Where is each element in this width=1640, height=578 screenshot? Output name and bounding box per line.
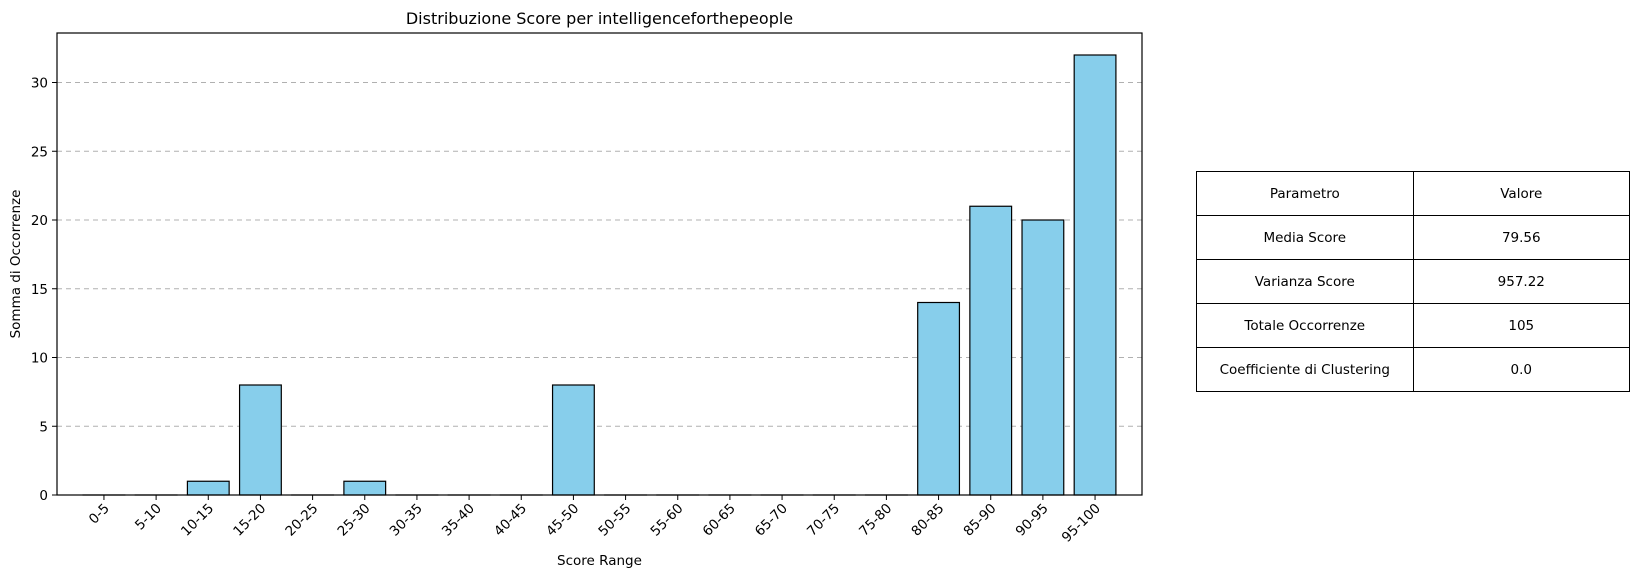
y-axis: 0 5 10 15 20 25 30 <box>31 76 57 504</box>
plot-frame <box>56 32 1143 496</box>
param-name: Coefficiente di Clustering <box>1196 347 1414 392</box>
param-value: 105 <box>1412 303 1631 348</box>
x-axis-label: Score Range <box>557 553 642 569</box>
param-name: Totale Occorrenze <box>1196 303 1414 348</box>
x-tick-label: 15-20 <box>230 501 269 540</box>
header-valore: Valore <box>1412 171 1631 216</box>
y-tick-label: 15 <box>31 282 48 298</box>
param-name: Varianza Score <box>1196 259 1414 304</box>
bar <box>969 205 1013 496</box>
bar <box>238 384 282 496</box>
y-tick-label: 5 <box>39 419 48 435</box>
x-axis: 0-5 5-10 10-15 15-20 20-25 25-30 30-35 35-40 40-… <box>86 495 1104 546</box>
bar <box>1073 54 1117 496</box>
bar <box>186 480 230 496</box>
x-tick-label: 25-30 <box>335 501 374 540</box>
y-tick-label: 10 <box>31 351 48 367</box>
y-tick-label: 30 <box>31 76 48 92</box>
y-tick-label: 0 <box>39 488 48 504</box>
bar <box>343 480 387 496</box>
x-tick-label: 20-25 <box>282 501 321 540</box>
table-row: Media Score 79.56 <box>1196 215 1631 260</box>
x-tick-label: 50-55 <box>595 501 634 540</box>
x-tick-label: 75-80 <box>856 501 895 540</box>
param-value: 79.56 <box>1412 215 1631 260</box>
x-tick-label: 70-75 <box>804 501 843 540</box>
bar <box>1021 219 1065 496</box>
bar <box>917 301 961 496</box>
y-axis-label: Somma di Occorrenze <box>8 190 24 339</box>
x-tick-label: 85-90 <box>960 501 999 540</box>
table-row: Coefficiente di Clustering 0.0 <box>1196 347 1631 392</box>
bar <box>551 384 595 496</box>
x-tick-label: 65-70 <box>752 501 791 540</box>
stats-table: Parametro Valore Media Score 79.56 Varianza … <box>1196 171 1631 392</box>
param-name: Media Score <box>1196 215 1414 260</box>
x-tick-label: 80-85 <box>908 501 947 540</box>
y-tick-label: 20 <box>31 213 48 229</box>
x-tick-label: 5-10 <box>132 501 165 534</box>
x-tick-label: 90-95 <box>1013 501 1052 540</box>
y-tick-label: 25 <box>31 144 48 160</box>
param-value: 957.22 <box>1412 259 1631 304</box>
x-tick-label: 55-60 <box>648 501 687 540</box>
x-tick-label: 35-40 <box>439 501 478 540</box>
table-row: Varianza Score 957.22 <box>1196 259 1631 304</box>
x-tick-label: 10-15 <box>178 501 217 540</box>
param-value: 0.0 <box>1412 347 1631 392</box>
x-tick-label: 0-5 <box>86 501 113 528</box>
grid-lines <box>57 82 1142 427</box>
x-tick-label: 60-65 <box>700 501 739 540</box>
bars <box>82 54 1117 496</box>
header-parametro: Parametro <box>1196 171 1414 216</box>
x-tick-label: 45-50 <box>543 501 582 540</box>
table-row: Totale Occorrenze 105 <box>1196 303 1631 348</box>
x-tick-label: 40-45 <box>491 501 530 540</box>
chart-title: Distribuzione Score per intelligencefort… <box>406 9 793 28</box>
table-header-row: Parametro Valore <box>1196 171 1631 216</box>
x-tick-label: 30-35 <box>387 501 426 540</box>
x-tick-label: 95-100 <box>1059 501 1104 546</box>
